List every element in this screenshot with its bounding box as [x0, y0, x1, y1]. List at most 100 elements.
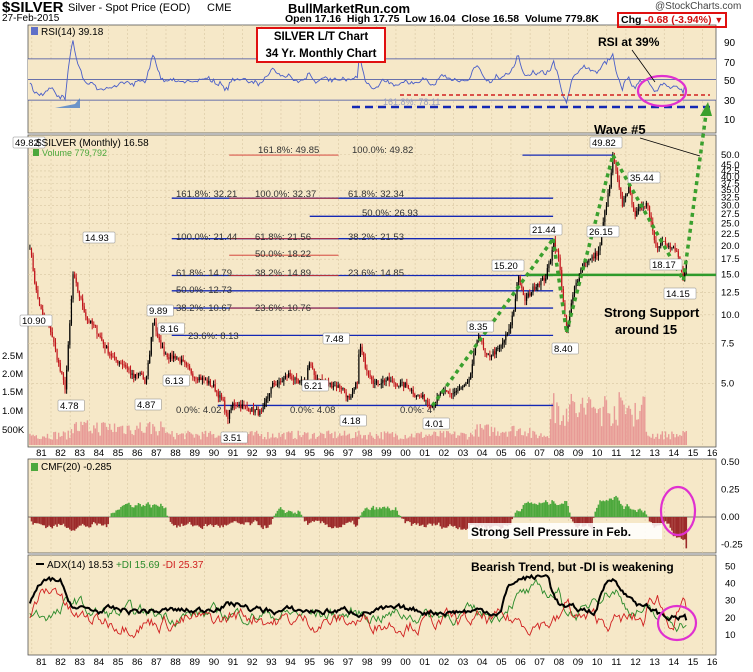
cmf-bar: [125, 504, 127, 517]
cmf-bar: [64, 517, 66, 527]
volume-bar: [587, 403, 588, 445]
price-body: [561, 270, 562, 289]
cmf-bar: [451, 517, 453, 526]
volume-bar: [627, 408, 628, 445]
x-tick-bottom: 97: [343, 657, 354, 667]
cmf-bar: [186, 517, 188, 525]
price-body: [154, 323, 155, 324]
cmf-bar: [158, 507, 160, 517]
volume-bar: [76, 422, 77, 445]
volume-bar: [68, 431, 69, 445]
volume-bar: [529, 428, 530, 445]
price-body: [243, 404, 244, 405]
cmf-bar: [66, 517, 68, 528]
cmf-bar: [443, 517, 445, 527]
volume-bar: [202, 432, 203, 445]
price-body: [195, 377, 196, 379]
volume-bar: [460, 433, 461, 445]
cmf-bar: [150, 507, 152, 517]
price-body: [58, 360, 59, 363]
adx-y-tick: 20: [725, 613, 736, 624]
cmf-bar: [248, 517, 250, 522]
volume-bar: [106, 427, 107, 445]
volume-bar: [90, 431, 91, 445]
volume-bar: [456, 438, 457, 445]
cmf-bar: [350, 517, 352, 522]
volume-bar: [545, 437, 546, 445]
cmf-bar: [149, 505, 151, 517]
price-body: [104, 344, 105, 348]
price-body: [293, 379, 294, 380]
volume-bar: [468, 437, 469, 445]
cmf-bar: [144, 506, 146, 517]
price-body: [336, 385, 337, 388]
price-body: [237, 406, 238, 407]
cmf-bar: [106, 517, 108, 527]
price-body: [429, 402, 430, 405]
price-body: [377, 381, 378, 385]
price-body: [550, 261, 551, 264]
volume-bar: [606, 400, 607, 445]
volume-bar: [649, 437, 650, 445]
cmf-bar: [364, 508, 366, 517]
cmf-bar: [307, 517, 309, 525]
volume-bar: [523, 435, 524, 445]
cmf-bar: [665, 517, 667, 521]
cmf-bar: [259, 517, 261, 525]
volume-bar: [350, 439, 351, 445]
price-body: [470, 373, 471, 379]
volume-bar: [72, 433, 73, 445]
volume-bar: [535, 435, 536, 445]
volume-bar: [317, 437, 318, 445]
cmf-bar: [563, 504, 565, 517]
volume-bar: [125, 434, 126, 445]
cmf-bar: [80, 517, 82, 526]
price-body: [357, 383, 358, 384]
price-body: [504, 340, 505, 342]
volume-bar: [347, 435, 348, 445]
cmf-bar: [242, 517, 244, 524]
volume-bar: [615, 420, 616, 445]
cmf-bar: [339, 517, 341, 527]
price-body: [419, 395, 420, 396]
price-body: [152, 323, 153, 337]
price-body: [155, 323, 156, 332]
price-body: [92, 320, 93, 324]
price-body: [488, 354, 489, 355]
cmf-bar: [294, 513, 296, 517]
volume-bar: [294, 438, 295, 445]
volume-bar: [599, 408, 600, 445]
volume-bar: [293, 439, 294, 445]
cmf-bar: [424, 517, 426, 527]
cmf-bar: [526, 503, 528, 517]
price-body: [464, 385, 465, 387]
price-body: [663, 241, 664, 242]
cmf-bar: [104, 517, 106, 524]
volume-bar: [427, 436, 428, 445]
cmf-bar: [58, 517, 60, 524]
volume-bar: [151, 434, 152, 445]
price-body: [270, 387, 271, 393]
price-body: [223, 399, 224, 400]
cmf-bar: [649, 517, 651, 521]
price-body: [162, 347, 163, 348]
cmf-bar: [265, 517, 267, 528]
cmf-bar: [246, 517, 248, 522]
cmf-bar: [559, 504, 561, 517]
price-body: [200, 377, 201, 380]
x-tick-bottom: 01: [419, 657, 430, 667]
volume-bar: [580, 404, 581, 445]
cmf-bar: [234, 517, 236, 521]
volume-bar: [408, 438, 409, 445]
cmf-bar: [160, 504, 162, 517]
cmf-bar: [594, 512, 596, 517]
volume-bar: [603, 407, 604, 445]
price-body: [595, 253, 596, 259]
cmf-bar: [123, 505, 125, 517]
price-body: [373, 380, 374, 383]
cmf-bar: [195, 517, 197, 525]
price-body: [633, 205, 634, 211]
x-tick-top: 91: [228, 448, 239, 459]
cmf-bar: [138, 503, 140, 517]
callout-line-2: 34 Yr. Monthly Chart: [258, 46, 384, 63]
